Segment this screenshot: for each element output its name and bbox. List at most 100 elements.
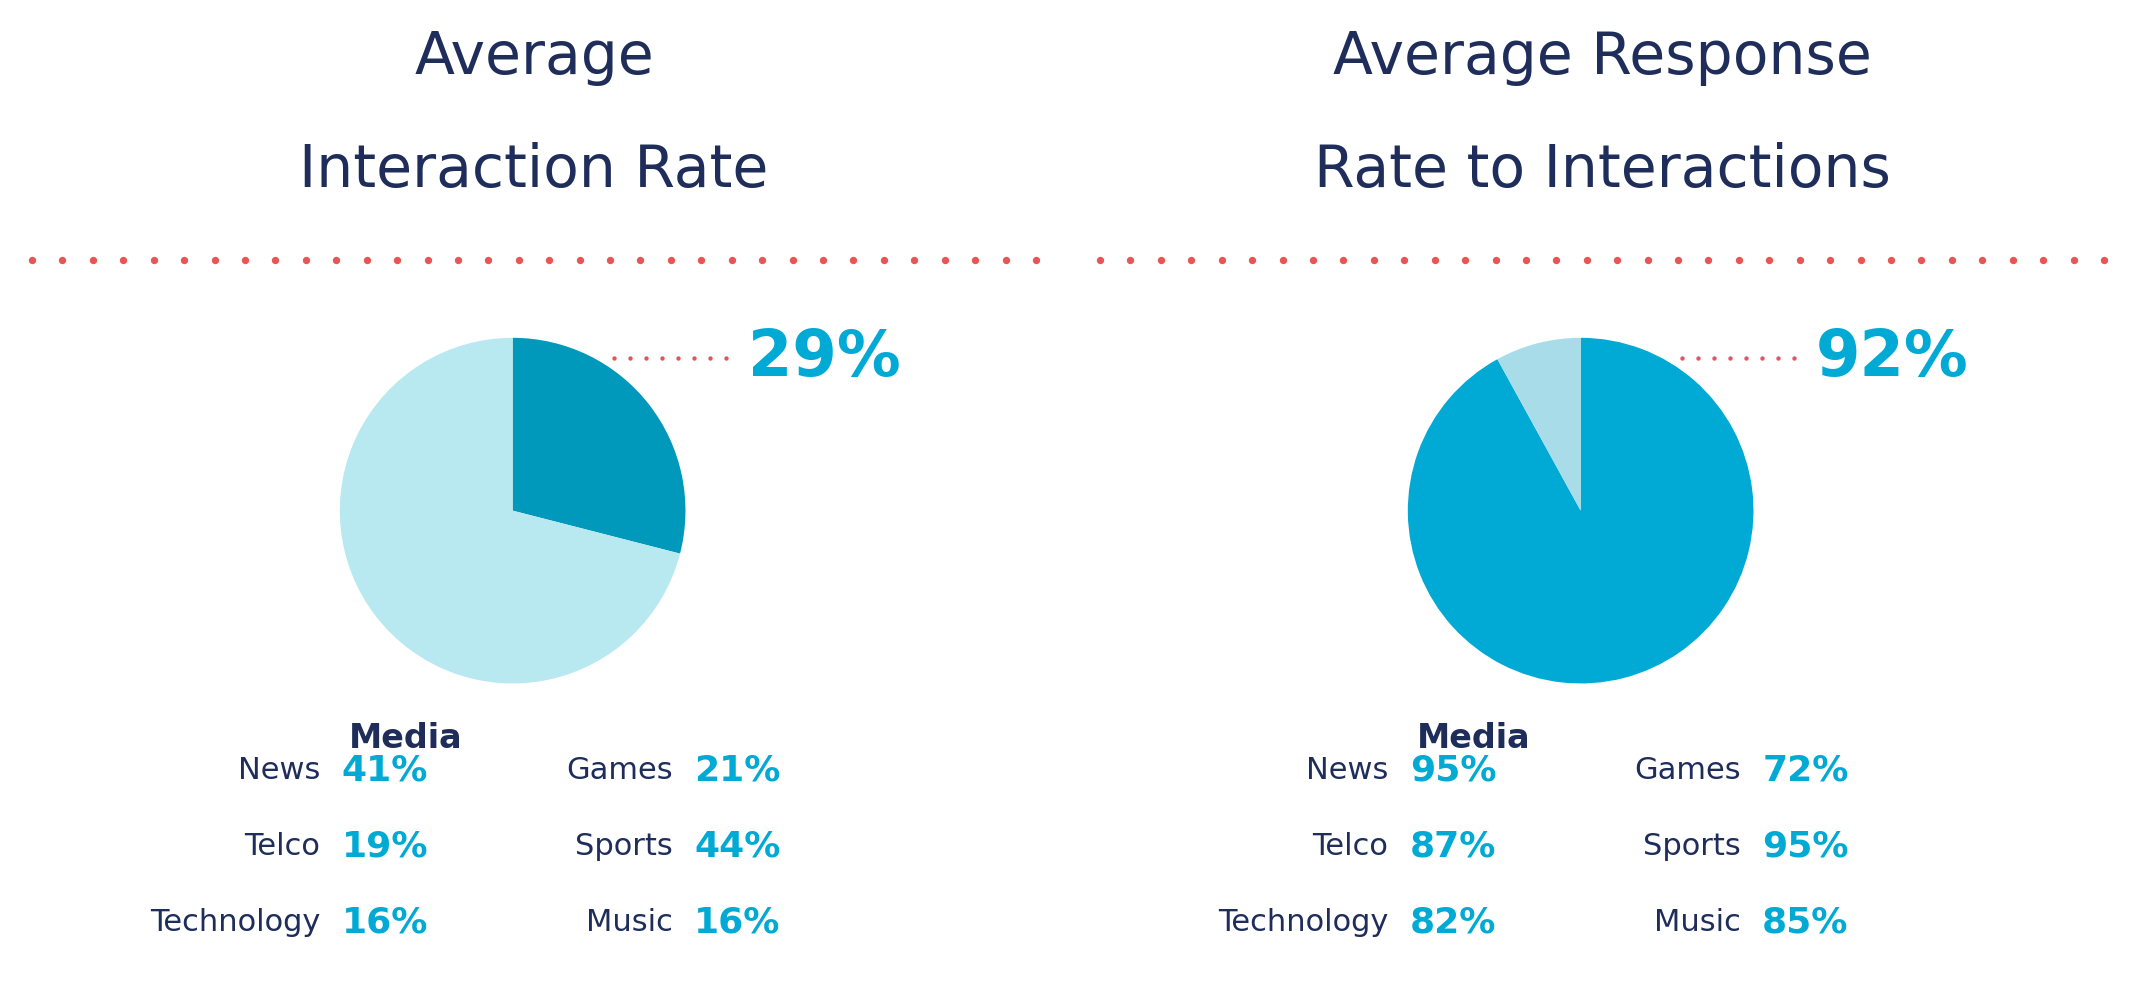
Point — [645, 351, 679, 366]
Point — [1297, 252, 1331, 268]
Point — [867, 252, 901, 268]
Point — [662, 351, 696, 366]
Text: Interaction Rate: Interaction Rate — [299, 142, 769, 199]
Wedge shape — [340, 338, 679, 683]
Text: Average Response: Average Response — [1333, 29, 1871, 86]
Point — [989, 252, 1023, 268]
Point — [624, 252, 658, 268]
Text: Rate to Interactions: Rate to Interactions — [1314, 142, 1890, 199]
Text: Telco: Telco — [244, 832, 320, 861]
Point — [654, 252, 688, 268]
Text: 29%: 29% — [748, 327, 901, 390]
Text: Technology: Technology — [150, 907, 320, 937]
Point — [1873, 252, 1907, 268]
Point — [258, 252, 293, 268]
Point — [1722, 252, 1756, 268]
Point — [805, 252, 839, 268]
Text: 16%: 16% — [342, 905, 427, 939]
Point — [1681, 351, 1715, 366]
Text: 19%: 19% — [342, 830, 427, 863]
Text: Games: Games — [566, 756, 673, 786]
Point — [1600, 252, 1634, 268]
Point — [1386, 252, 1420, 268]
Point — [1175, 252, 1209, 268]
Point — [1418, 252, 1452, 268]
Point — [1843, 252, 1878, 268]
Text: 92%: 92% — [1816, 327, 1969, 390]
Point — [1326, 252, 1361, 268]
Point — [472, 252, 506, 268]
Point — [897, 252, 931, 268]
Point — [380, 252, 414, 268]
Point — [1570, 252, 1604, 268]
Text: 44%: 44% — [694, 830, 780, 863]
Text: 41%: 41% — [342, 754, 427, 788]
Text: 95%: 95% — [1410, 754, 1495, 788]
Point — [1760, 351, 1794, 366]
Text: Sports: Sports — [1643, 832, 1741, 861]
Point — [107, 252, 141, 268]
Point — [15, 252, 49, 268]
Point — [1508, 252, 1542, 268]
Point — [1478, 252, 1512, 268]
Point — [628, 351, 662, 366]
Point — [775, 252, 810, 268]
Point — [1752, 252, 1786, 268]
Point — [562, 252, 596, 268]
Point — [1113, 252, 1147, 268]
Point — [677, 351, 711, 366]
Wedge shape — [1497, 338, 1581, 511]
Point — [1630, 252, 1664, 268]
Point — [594, 252, 628, 268]
Point — [288, 252, 323, 268]
Text: 85%: 85% — [1762, 905, 1848, 939]
Point — [716, 252, 750, 268]
Point — [1784, 252, 1818, 268]
Point — [684, 252, 718, 268]
Point — [1666, 351, 1700, 366]
Point — [596, 351, 632, 366]
Point — [1662, 252, 1696, 268]
Point — [1083, 252, 1117, 268]
Text: Media: Media — [348, 722, 464, 755]
Point — [1965, 252, 1999, 268]
Point — [318, 252, 352, 268]
Point — [613, 351, 647, 366]
Point — [745, 252, 780, 268]
Text: News: News — [237, 756, 320, 786]
Point — [197, 252, 231, 268]
Point — [1696, 351, 1730, 366]
Point — [532, 252, 566, 268]
Point — [692, 351, 726, 366]
Wedge shape — [513, 338, 686, 554]
Point — [1235, 252, 1269, 268]
Point — [75, 252, 109, 268]
Point — [502, 252, 536, 268]
Text: Sports: Sports — [575, 832, 673, 861]
Point — [2087, 252, 2121, 268]
Wedge shape — [1408, 338, 1754, 683]
Text: 87%: 87% — [1410, 830, 1495, 863]
Point — [1995, 252, 2029, 268]
Point — [1745, 351, 1779, 366]
Text: Average: Average — [414, 29, 654, 86]
Text: Technology: Technology — [1218, 907, 1388, 937]
Point — [1143, 252, 1177, 268]
Text: 16%: 16% — [694, 905, 780, 939]
Text: Media: Media — [1416, 722, 1532, 755]
Text: Telco: Telco — [1312, 832, 1388, 861]
Point — [1777, 351, 1811, 366]
Point — [440, 252, 474, 268]
Point — [1935, 252, 1969, 268]
Point — [927, 252, 961, 268]
Text: 72%: 72% — [1762, 754, 1848, 788]
Point — [1692, 252, 1726, 268]
Point — [167, 252, 201, 268]
Point — [1730, 351, 1764, 366]
Point — [1019, 252, 1053, 268]
Text: 21%: 21% — [694, 754, 780, 788]
Point — [959, 252, 993, 268]
Point — [1205, 252, 1239, 268]
Point — [410, 252, 444, 268]
Point — [1905, 252, 1939, 268]
